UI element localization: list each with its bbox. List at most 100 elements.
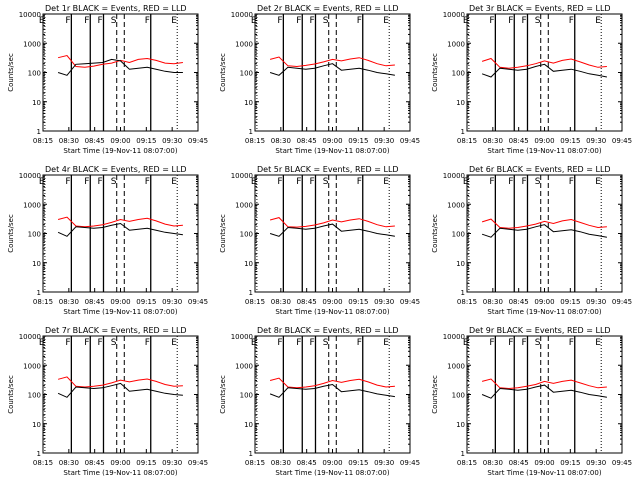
x-tick-label: 09:00 (110, 298, 130, 306)
marker-label: E (171, 338, 177, 348)
marker-label: F (569, 16, 574, 26)
marker-label: E (171, 16, 177, 26)
marker-label: E (39, 16, 45, 26)
y-tick-label: 100 (28, 70, 41, 78)
marker-label: F (97, 338, 102, 348)
x-tick-label: 09:30 (586, 137, 606, 145)
y-tick-label: 1000 (447, 201, 465, 209)
x-axis-label: Start Time (19-Nov-11 08:07:00) (487, 147, 601, 155)
x-tick-label: 08:30 (483, 137, 503, 145)
x-tick-label: 09:15 (136, 459, 156, 467)
y-tick-label: 100 (240, 231, 253, 239)
x-tick-label: 08:30 (271, 137, 291, 145)
y-tick-label: 1 (249, 289, 253, 297)
marker-label: F (569, 338, 574, 348)
y-tick-label: 10 (456, 99, 465, 107)
x-tick-label: 09:15 (136, 137, 156, 145)
x-tick-label: 08:15 (33, 137, 53, 145)
y-tick-label: 100 (452, 231, 465, 239)
events-series-line (269, 63, 395, 76)
marker-label: E (251, 338, 257, 348)
x-tick-label: 09:00 (534, 137, 554, 145)
y-tick-label: 1000 (23, 201, 41, 209)
events-series-line (481, 63, 607, 78)
marker-label: E (595, 16, 601, 26)
events-series-line (269, 223, 395, 237)
x-tick-label: 08:45 (509, 459, 529, 467)
y-tick-label: 10000 (231, 333, 253, 341)
panel-8: Det 8r BLACK = Events, RED = LLD 1 10 100 10… (219, 326, 420, 477)
y-tick-label: 10 (456, 421, 465, 429)
y-tick-label: 100 (452, 70, 465, 78)
x-tick-label: 09:30 (374, 459, 394, 467)
y-tick-label: 10000 (443, 172, 465, 180)
x-axis-label: Start Time (19-Nov-11 08:07:00) (275, 308, 389, 316)
marker-label: F (357, 338, 362, 348)
x-tick-label: 08:15 (245, 137, 265, 145)
x-tick-label: 09:30 (162, 298, 182, 306)
y-tick-label: 100 (240, 392, 253, 400)
marker-label: E (383, 177, 389, 187)
marker-label: F (309, 177, 314, 187)
y-tick-label: 1 (461, 289, 465, 297)
y-tick-label: 10000 (443, 11, 465, 19)
marker-label: F (84, 16, 89, 26)
panel-title: Det 1r BLACK = Events, RED = LLD (45, 4, 187, 13)
y-axis-label: Counts/sec (219, 53, 227, 92)
x-tick-label: 09:45 (612, 137, 632, 145)
marker-label: F (277, 177, 282, 187)
x-tick-label: 09:30 (162, 459, 182, 467)
x-tick-label: 08:30 (483, 459, 503, 467)
y-tick-label: 10000 (231, 11, 253, 19)
x-tick-label: 09:15 (560, 298, 580, 306)
x-tick-label: 09:00 (534, 298, 554, 306)
y-tick-label: 10000 (443, 333, 465, 341)
marker-label: F (65, 177, 70, 187)
x-tick-label: 09:30 (374, 298, 394, 306)
marker-label: F (65, 338, 70, 348)
x-tick-label: 09:45 (400, 459, 420, 467)
lld-series-line (57, 216, 183, 228)
marker-label: E (39, 338, 45, 348)
panel-title: Det 4r BLACK = Events, RED = LLD (45, 165, 187, 174)
x-tick-label: 09:00 (322, 137, 342, 145)
y-tick-label: 10000 (19, 172, 41, 180)
marker-label: F (508, 338, 513, 348)
x-tick-label: 09:00 (534, 459, 554, 467)
marker-label: F (521, 16, 526, 26)
y-axis-label: Counts/sec (219, 375, 227, 414)
y-tick-label: 1 (37, 128, 41, 136)
y-tick-label: 1 (37, 450, 41, 458)
x-tick-label: 08:15 (457, 459, 477, 467)
x-tick-label: 09:15 (348, 459, 368, 467)
x-tick-label: 09:00 (110, 459, 130, 467)
marker-label: F (84, 338, 89, 348)
events-series-line (57, 58, 183, 76)
marker-label: F (277, 338, 282, 348)
x-tick-label: 08:45 (509, 298, 529, 306)
x-tick-label: 09:30 (586, 459, 606, 467)
x-tick-label: 09:15 (560, 137, 580, 145)
marker-label: F (65, 16, 70, 26)
x-tick-label: 08:45 (85, 298, 105, 306)
x-axis-label: Start Time (19-Nov-11 08:07:00) (63, 469, 177, 477)
y-tick-label: 100 (28, 231, 41, 239)
panel-title: Det 7r BLACK = Events, RED = LLD (45, 326, 187, 335)
marker-label: F (84, 177, 89, 187)
marker-label: F (145, 16, 150, 26)
x-tick-label: 08:45 (85, 137, 105, 145)
y-tick-label: 100 (28, 392, 41, 400)
marker-label: F (145, 338, 150, 348)
marker-label: S (111, 338, 117, 348)
y-tick-label: 100 (240, 70, 253, 78)
x-tick-label: 09:15 (136, 298, 156, 306)
panel-title: Det 8r BLACK = Events, RED = LLD (257, 326, 399, 335)
lld-series-line (481, 57, 607, 69)
events-series-line (269, 383, 395, 398)
marker-label: F (97, 16, 102, 26)
x-tick-label: 09:45 (188, 137, 208, 145)
events-series-line (481, 384, 607, 399)
marker-label: F (296, 16, 301, 26)
lld-series-line (57, 376, 183, 388)
